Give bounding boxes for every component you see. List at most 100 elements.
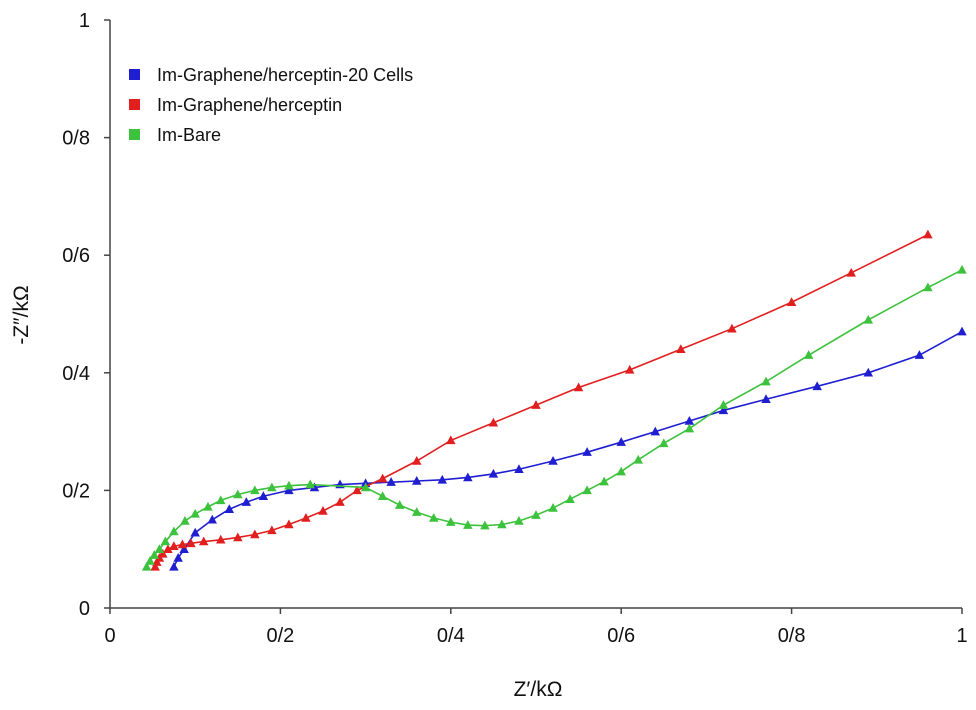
data-point bbox=[650, 426, 661, 436]
data-point bbox=[301, 513, 311, 522]
data-point bbox=[803, 350, 814, 359]
data-point bbox=[335, 497, 345, 506]
x-ticks: 0 0/2 0/4 0/6 0/8 1 bbox=[104, 608, 968, 647]
data-point bbox=[233, 532, 243, 542]
data-point bbox=[150, 561, 160, 571]
data-point bbox=[923, 229, 933, 239]
data-point bbox=[284, 480, 294, 490]
data-point bbox=[267, 482, 277, 492]
series-line bbox=[145, 269, 963, 568]
data-point bbox=[179, 544, 189, 553]
x-tick-label: 0/2 bbox=[266, 625, 294, 647]
data-point bbox=[177, 539, 188, 549]
legend-swatch bbox=[129, 69, 140, 80]
data-point bbox=[957, 326, 967, 336]
legend-swatch bbox=[129, 99, 140, 110]
y-tick-label: 0/2 bbox=[62, 480, 90, 502]
data-point bbox=[190, 527, 200, 537]
data-point bbox=[141, 561, 152, 571]
data-point bbox=[446, 435, 456, 445]
data-point bbox=[267, 525, 277, 535]
data-point bbox=[624, 364, 635, 374]
axes bbox=[109, 20, 962, 609]
data-point bbox=[241, 497, 252, 506]
y-ticks: 0 0/2 0/4 0/6 0/8 1 bbox=[62, 10, 110, 620]
data-point bbox=[158, 548, 168, 558]
data-point bbox=[846, 267, 856, 277]
series-line bbox=[173, 330, 963, 568]
legend-label: Im-Graphene/herceptin bbox=[157, 95, 342, 115]
data-point bbox=[309, 482, 320, 492]
data-point bbox=[180, 515, 190, 525]
data-point bbox=[437, 474, 448, 484]
data-point bbox=[305, 479, 315, 489]
data-point bbox=[761, 394, 771, 404]
y-tick-label: 1 bbox=[79, 10, 90, 32]
data-point bbox=[169, 526, 179, 536]
y-tick-label: 0/6 bbox=[62, 245, 90, 267]
data-point bbox=[718, 405, 729, 415]
data-point bbox=[463, 520, 473, 529]
data-point bbox=[514, 464, 524, 473]
data-point bbox=[659, 438, 669, 448]
data-point bbox=[258, 491, 269, 501]
data-point bbox=[616, 437, 626, 446]
data-point bbox=[863, 367, 874, 377]
data-point bbox=[160, 536, 171, 546]
data-point bbox=[923, 282, 933, 292]
data-point bbox=[914, 350, 925, 359]
data-point bbox=[149, 550, 160, 559]
legend-label: Im-Bare bbox=[157, 125, 221, 145]
data-point bbox=[684, 423, 695, 433]
data-point bbox=[957, 264, 967, 274]
data-point bbox=[488, 417, 499, 427]
data-point bbox=[186, 538, 196, 548]
data-point bbox=[216, 495, 226, 505]
data-point bbox=[727, 323, 737, 333]
data-point bbox=[582, 485, 592, 495]
x-tick-label: 0/6 bbox=[607, 625, 635, 647]
data-point bbox=[411, 456, 422, 465]
series-layer bbox=[141, 229, 967, 571]
x-tick-label: 0/8 bbox=[778, 625, 806, 647]
data-point bbox=[250, 529, 260, 539]
y-tick-label: 0/8 bbox=[62, 128, 90, 150]
data-point bbox=[318, 505, 328, 515]
legend-label: Im-Graphene/herceptin-20 Cells bbox=[157, 65, 413, 85]
data-point bbox=[360, 482, 371, 492]
x-tick-label: 0/4 bbox=[437, 625, 465, 647]
data-point bbox=[616, 466, 626, 476]
series-line bbox=[154, 233, 929, 568]
data-point bbox=[463, 472, 473, 482]
data-point bbox=[394, 500, 405, 509]
data-point bbox=[163, 544, 173, 553]
data-point bbox=[582, 447, 592, 456]
data-point bbox=[145, 555, 155, 565]
y-tick-label: 0 bbox=[79, 598, 90, 620]
data-point bbox=[446, 517, 456, 526]
data-point bbox=[812, 381, 822, 391]
series-3 bbox=[141, 264, 967, 571]
data-point bbox=[169, 541, 179, 551]
data-point bbox=[531, 510, 541, 519]
x-axis-title: Z′/kΩ bbox=[514, 678, 563, 701]
x-tick-label: 0 bbox=[104, 625, 115, 647]
data-point bbox=[497, 519, 507, 529]
data-point bbox=[633, 454, 643, 464]
data-point bbox=[173, 553, 183, 562]
data-point bbox=[531, 400, 541, 409]
series-2 bbox=[150, 229, 933, 571]
data-point bbox=[565, 494, 575, 503]
legend-swatch bbox=[129, 129, 140, 140]
data-point bbox=[548, 503, 558, 512]
y-tick-label: 0/4 bbox=[62, 363, 90, 385]
data-point bbox=[599, 476, 609, 486]
data-point bbox=[190, 508, 200, 518]
legend: Im-Graphene/herceptin-20 Cells Im-Graphen… bbox=[129, 65, 413, 145]
data-point bbox=[250, 485, 260, 495]
data-point bbox=[224, 504, 235, 513]
data-point bbox=[488, 468, 499, 478]
data-point bbox=[514, 515, 524, 525]
data-point bbox=[203, 501, 213, 511]
